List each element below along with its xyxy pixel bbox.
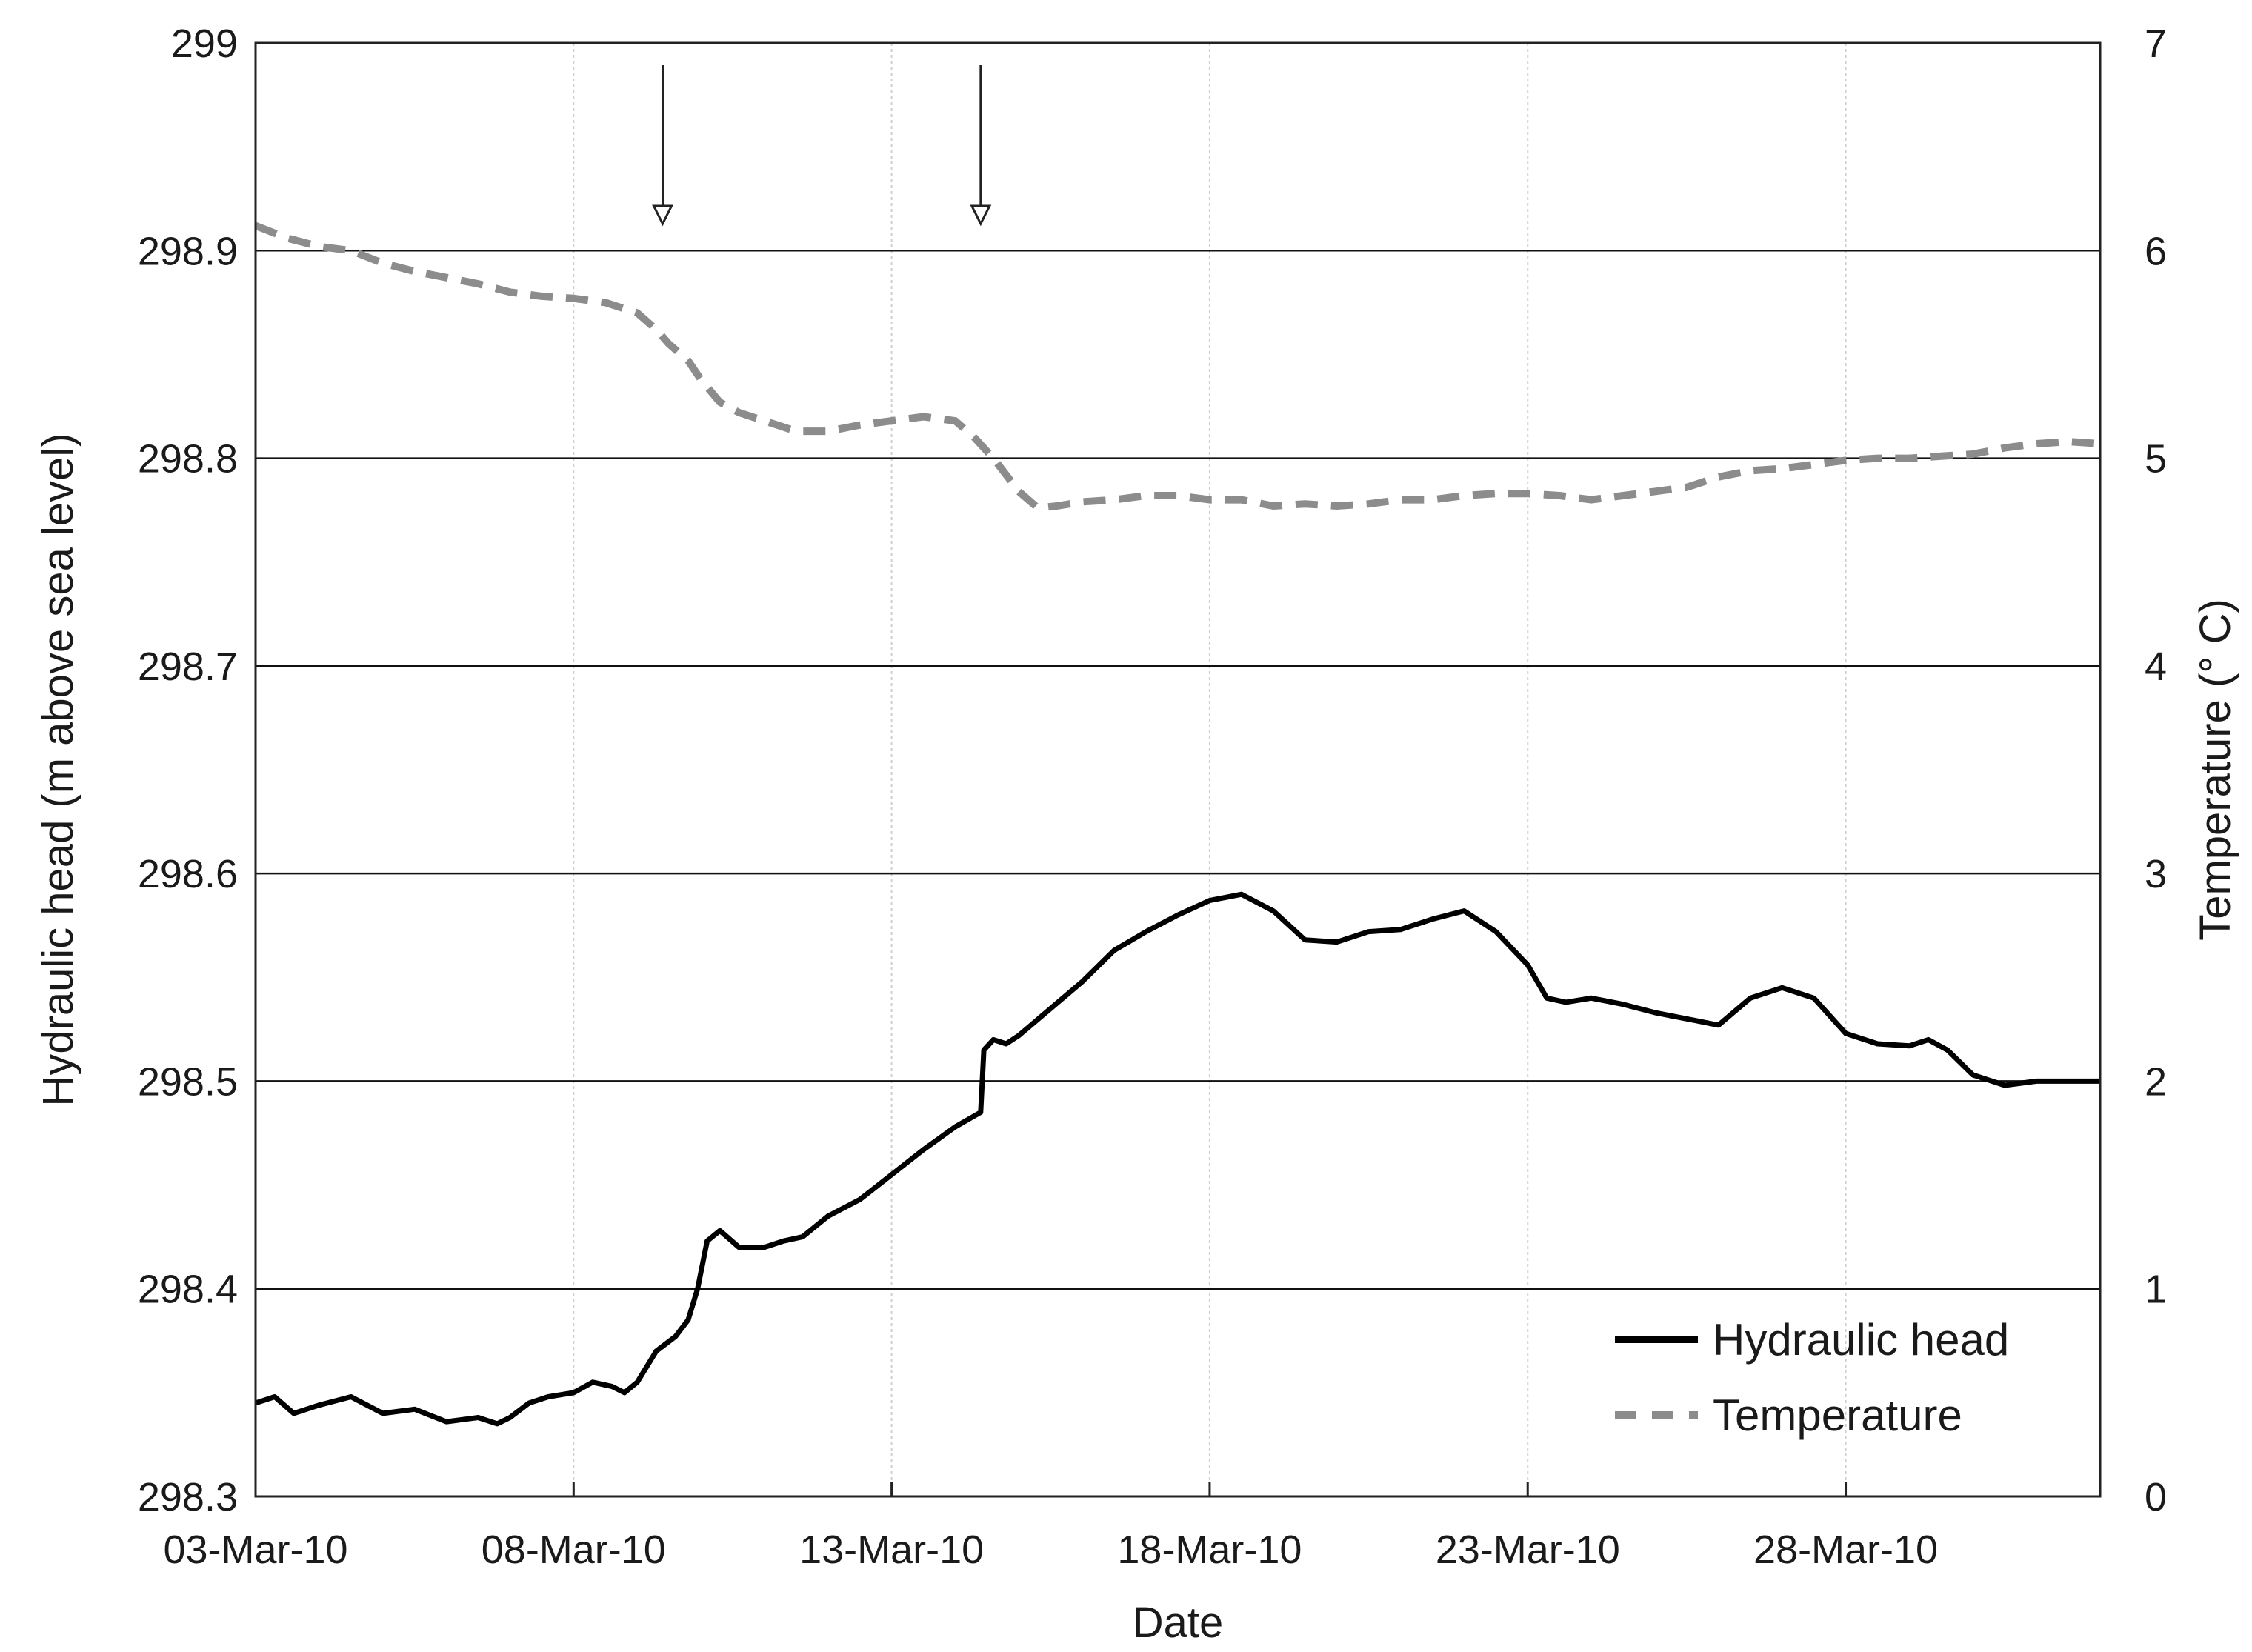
y-axis-title: Hydraulic head (m above sea level) [34, 433, 82, 1106]
y-tick-label: 299 [171, 21, 238, 66]
legend: Hydraulic head Temperature [1615, 1315, 2009, 1440]
x-tick-label: 23-Mar-10 [1436, 1528, 1620, 1572]
plot-frame [254, 41, 2102, 1498]
y-tick-label: 298.4 [138, 1268, 238, 1312]
y-tick-label: 298.7 [138, 645, 238, 689]
x-tick-label: 18-Mar-10 [1117, 1528, 1302, 1572]
y-tick-label-right: 1 [2145, 1268, 2167, 1312]
y-tick-label-right: 5 [2145, 437, 2167, 482]
y-axis-title-right: Temperature (° C) [2191, 599, 2239, 941]
y-tick-label: 298.5 [138, 1059, 238, 1104]
series-line-temperature [254, 222, 2101, 512]
legend-label-temperature: Temperature [1713, 1390, 1962, 1440]
legend-label-hydraulic-head: Hydraulic head [1713, 1315, 2009, 1365]
y-tick-label-right: 4 [2145, 645, 2167, 689]
axis-layer: 03-Mar-10 08-Mar-10 13-Mar-10 18-Mar-10 23-M… [138, 21, 2167, 1572]
down-arrow-icon [652, 65, 673, 227]
grid-layer [256, 43, 2100, 1496]
y-tick-label-right: 2 [2145, 1059, 2167, 1104]
y-tick-label-right: 7 [2145, 21, 2167, 66]
y-tick-label: 298.6 [138, 852, 238, 896]
y-tick-label: 298.9 [138, 229, 238, 273]
x-tick-label: 03-Mar-10 [163, 1528, 347, 1572]
x-tick-label: 08-Mar-10 [482, 1528, 666, 1572]
y-tick-label-right: 3 [2145, 852, 2167, 896]
y-tick-label-right: 6 [2145, 229, 2167, 273]
down-arrow-icon [970, 65, 992, 227]
x-axis-title: Date [1133, 1599, 1224, 1647]
series-line-hydraulic-head [254, 891, 2100, 1427]
x-tick-label: 28-Mar-10 [1753, 1528, 1938, 1572]
y-tick-label-right: 0 [2145, 1475, 2167, 1519]
x-tick-label: 13-Mar-10 [799, 1528, 984, 1572]
series-layer [254, 222, 2101, 1427]
y-tick-label: 298.3 [138, 1475, 238, 1519]
y-tick-label: 298.8 [138, 437, 238, 482]
annotation-arrows [652, 65, 992, 227]
